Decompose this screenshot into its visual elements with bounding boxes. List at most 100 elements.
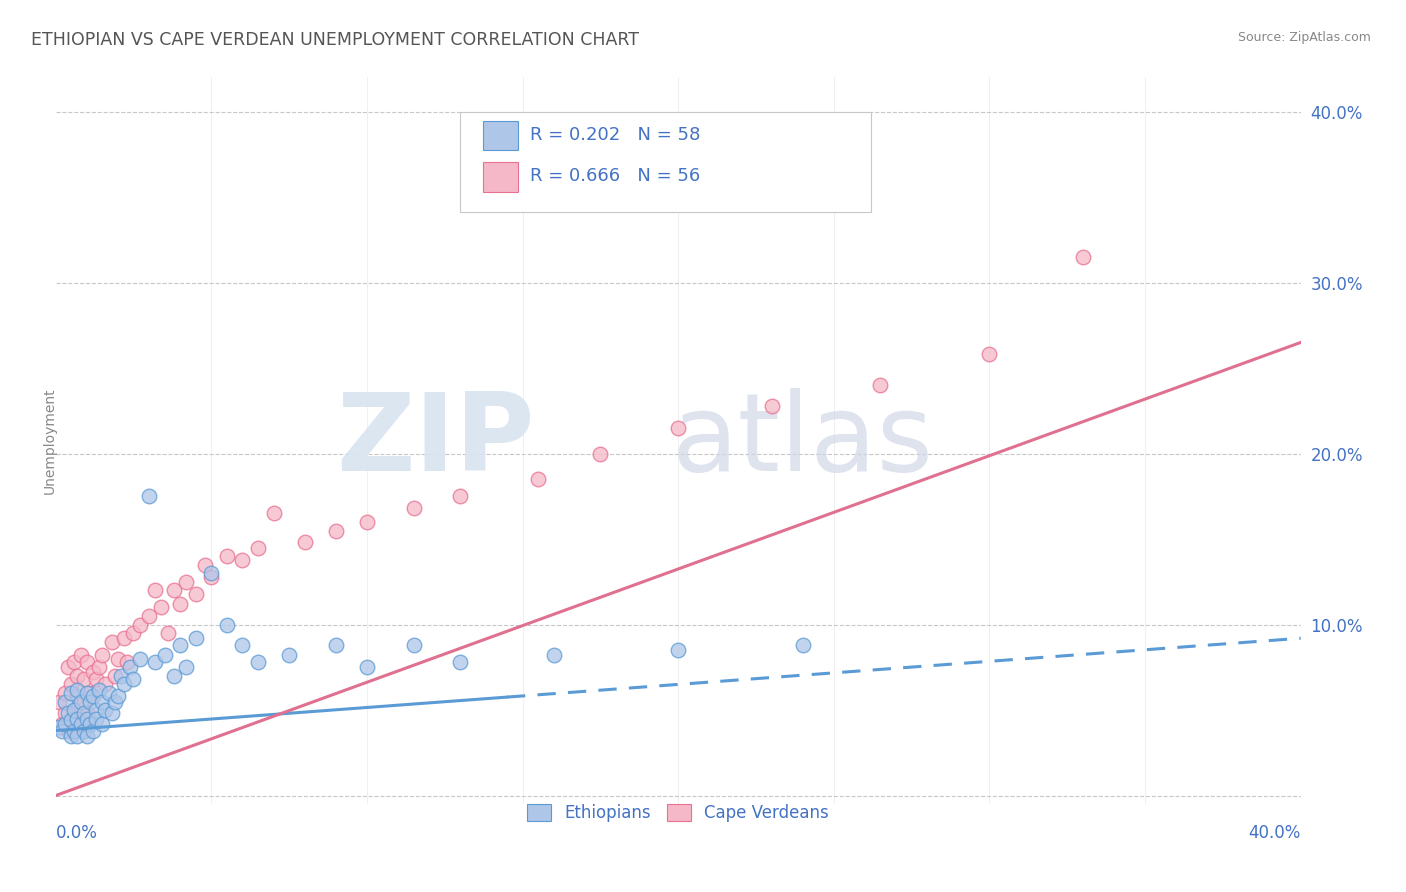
Point: [231, 638, 253, 652]
Point: [143, 655, 166, 669]
Point: [53, 716, 76, 731]
Point: [128, 652, 150, 666]
Point: [112, 632, 135, 646]
Point: [128, 617, 150, 632]
Point: [107, 690, 129, 704]
Point: [66, 712, 89, 726]
Point: [231, 552, 253, 566]
Point: [100, 706, 122, 721]
Point: [104, 669, 127, 683]
Point: [63, 703, 86, 717]
Point: [82, 665, 104, 680]
Point: [263, 507, 285, 521]
Point: [60, 729, 83, 743]
Point: [869, 378, 891, 392]
Point: [156, 626, 179, 640]
Text: Source: ZipAtlas.com: Source: ZipAtlas.com: [1237, 31, 1371, 45]
Point: [979, 347, 1001, 361]
Point: [73, 723, 96, 738]
Point: [163, 583, 186, 598]
Point: [120, 660, 142, 674]
Point: [76, 712, 98, 726]
Point: [63, 655, 86, 669]
Point: [246, 655, 269, 669]
Point: [76, 686, 98, 700]
Point: [82, 690, 104, 704]
Point: [56, 723, 79, 738]
Point: [53, 686, 76, 700]
Point: [122, 673, 145, 687]
Point: [89, 682, 111, 697]
Point: [325, 524, 347, 538]
Y-axis label: Unemployment: Unemployment: [44, 387, 58, 494]
Point: [104, 694, 127, 708]
Point: [76, 729, 98, 743]
Text: ZIP: ZIP: [336, 388, 536, 494]
Point: [69, 716, 91, 731]
Point: [69, 694, 91, 708]
Point: [73, 673, 96, 687]
Point: [94, 703, 117, 717]
Point: [91, 716, 114, 731]
Point: [215, 617, 238, 632]
Point: [543, 648, 565, 663]
Point: [246, 541, 269, 555]
Point: [150, 600, 173, 615]
Point: [117, 655, 139, 669]
Point: [60, 677, 83, 691]
Point: [48, 694, 70, 708]
Text: atlas: atlas: [672, 388, 934, 494]
Point: [63, 703, 86, 717]
Point: [143, 583, 166, 598]
Point: [66, 682, 89, 697]
Text: ETHIOPIAN VS CAPE VERDEAN UNEMPLOYMENT CORRELATION CHART: ETHIOPIAN VS CAPE VERDEAN UNEMPLOYMENT C…: [31, 31, 638, 49]
Point: [79, 716, 101, 731]
Point: [138, 609, 160, 624]
Point: [84, 703, 107, 717]
Point: [48, 720, 70, 734]
Point: [91, 694, 114, 708]
Text: R = 0.666   N = 56: R = 0.666 N = 56: [530, 168, 700, 186]
Point: [356, 515, 378, 529]
Point: [79, 686, 101, 700]
Point: [138, 489, 160, 503]
Point: [176, 574, 198, 589]
Point: [66, 690, 89, 704]
Point: [60, 686, 83, 700]
Point: [589, 447, 612, 461]
Point: [73, 706, 96, 721]
Point: [69, 648, 91, 663]
Point: [184, 587, 207, 601]
Point: [294, 535, 316, 549]
Point: [200, 566, 222, 581]
Point: [56, 706, 79, 721]
Point: [215, 549, 238, 564]
Point: [449, 655, 471, 669]
Text: 0.0%: 0.0%: [56, 824, 97, 842]
Text: 40.0%: 40.0%: [1249, 824, 1301, 842]
Text: R = 0.202   N = 58: R = 0.202 N = 58: [530, 126, 700, 144]
Point: [325, 638, 347, 652]
Point: [84, 712, 107, 726]
Point: [194, 558, 217, 572]
Point: [112, 677, 135, 691]
Point: [449, 489, 471, 503]
Point: [792, 638, 814, 652]
Point: [76, 655, 98, 669]
Point: [402, 501, 425, 516]
Point: [200, 570, 222, 584]
Point: [1071, 250, 1094, 264]
FancyBboxPatch shape: [460, 112, 872, 212]
Point: [82, 723, 104, 738]
Point: [184, 632, 207, 646]
Point: [89, 660, 111, 674]
Point: [60, 714, 83, 728]
Point: [169, 597, 191, 611]
Point: [356, 660, 378, 674]
Point: [79, 694, 101, 708]
Point: [176, 660, 198, 674]
Point: [97, 686, 120, 700]
Point: [53, 694, 76, 708]
Point: [107, 652, 129, 666]
Point: [73, 694, 96, 708]
